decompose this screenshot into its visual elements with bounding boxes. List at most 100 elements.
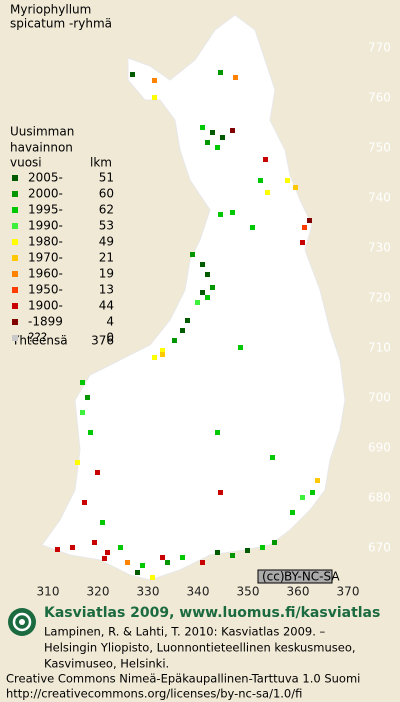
observation-dot <box>88 430 93 435</box>
y-coordinate-label: 770 <box>368 41 391 55</box>
legend-year-header: vuosi <box>10 156 42 170</box>
observation-dot <box>85 395 90 400</box>
legend-count: 0 <box>106 331 114 345</box>
x-coordinate-label: 310 <box>37 585 60 599</box>
citation-line: Kasvimuseo, Helsinki. <box>44 657 169 671</box>
legend-swatch <box>12 287 18 293</box>
citation-line: Lampinen, R. & Lahti, T. 2010: Kasviatla… <box>44 625 326 639</box>
observation-dot <box>238 345 243 350</box>
observation-dot <box>160 555 165 560</box>
legend-label: 1980- <box>28 235 63 249</box>
observation-dot <box>300 495 305 500</box>
observation-dot <box>230 553 235 558</box>
legend-label: 2005- <box>28 171 63 185</box>
observation-dot <box>310 490 315 495</box>
observation-dot <box>160 348 165 353</box>
observation-dot <box>95 470 100 475</box>
observation-dot <box>210 130 215 135</box>
legend-swatch <box>12 207 18 213</box>
observation-dot <box>215 550 220 555</box>
observation-dot <box>130 72 135 77</box>
observation-dot <box>100 520 105 525</box>
legend-label: ??? <box>28 331 47 345</box>
legend-swatch <box>12 255 18 261</box>
legend-count: 53 <box>99 219 114 233</box>
observation-dot <box>190 252 195 257</box>
legend-heading: Uusimman <box>10 125 74 139</box>
species-name: Myriophyllum <box>10 3 91 17</box>
legend-swatch <box>12 191 18 197</box>
observation-dot <box>272 540 277 545</box>
x-coordinate-label: 370 <box>337 585 360 599</box>
observation-dot <box>293 185 298 190</box>
citation-line: Helsingin Yliopisto, Luonnontieteellinen… <box>44 641 356 655</box>
legend-total-label: Yhteensä <box>11 334 68 348</box>
observation-dot <box>218 490 223 495</box>
y-coordinate-label: 750 <box>368 141 391 155</box>
legend-count: 4 <box>106 315 114 329</box>
observation-dot <box>200 125 205 130</box>
legend-count: 60 <box>99 187 114 201</box>
observation-dot <box>218 212 223 217</box>
license-badge: (cc) BY-NC-SA <box>257 569 340 584</box>
x-coordinate-label: 350 <box>237 585 260 599</box>
legend-label: 1960- <box>28 267 63 281</box>
observation-dot <box>205 295 210 300</box>
legend-total: 376 <box>91 334 114 348</box>
legend-swatch <box>12 319 18 325</box>
legend-heading: havainnon <box>10 141 73 155</box>
footer-headline: Kasviatlas 2009, www.luomus.fi/kasviatla… <box>44 605 380 621</box>
observation-dot <box>55 547 60 552</box>
legend-swatch <box>12 271 18 277</box>
y-coordinate-label: 690 <box>368 441 391 455</box>
observation-dot <box>215 430 220 435</box>
legend-count: 62 <box>99 203 114 217</box>
observation-dot <box>258 178 263 183</box>
y-coordinate-label: 720 <box>368 291 391 305</box>
legend-count: 44 <box>99 299 114 313</box>
observation-dot <box>150 575 155 580</box>
legend-swatch <box>12 335 18 341</box>
legend-count: 51 <box>99 171 114 185</box>
legend-count: 13 <box>99 283 114 297</box>
x-coordinate-label: 360 <box>287 585 310 599</box>
observation-dot <box>152 95 157 100</box>
legend-label: 1970- <box>28 251 63 265</box>
finland-outline <box>41 14 346 581</box>
observation-dot <box>105 550 110 555</box>
legend-label: 1990- <box>28 219 63 233</box>
license-line: http://creativecommons.org/licenses/by-n… <box>6 687 302 701</box>
y-coordinate-label: 740 <box>368 191 391 205</box>
observation-dot <box>200 262 205 267</box>
observation-dot <box>195 300 200 305</box>
observation-dot <box>125 560 130 565</box>
legend-swatch <box>12 175 18 181</box>
observation-dot <box>233 75 238 80</box>
legend-label: 1995- <box>28 203 63 217</box>
legend-count-header: lkm <box>90 156 112 170</box>
logo <box>8 608 36 636</box>
species-name: spicatum -ryhmä <box>10 17 112 31</box>
observation-dot <box>92 540 97 545</box>
legend-count: 19 <box>99 267 114 281</box>
legend-label: -1899 <box>28 315 63 329</box>
y-coordinate-label: 670 <box>368 541 391 555</box>
license-line: Creative Commons Nimeä-Epäkaupallinen-Ta… <box>6 672 360 686</box>
observation-dot <box>160 352 165 357</box>
observation-dot <box>165 560 170 565</box>
observation-dot <box>80 380 85 385</box>
license-badge-text: BY-NC-SA <box>284 570 340 584</box>
observation-dot <box>230 210 235 215</box>
x-coordinate-label: 340 <box>187 585 210 599</box>
y-coordinate-label: 730 <box>368 241 391 255</box>
observation-dot <box>140 563 145 568</box>
legend-label: 1900- <box>28 299 63 313</box>
y-coordinate-label: 710 <box>368 341 391 355</box>
observation-dot <box>260 545 265 550</box>
observation-dot <box>172 338 177 343</box>
observation-dot <box>307 218 312 223</box>
observation-dot <box>200 290 205 295</box>
observation-dot <box>218 70 223 75</box>
observation-dot <box>220 135 225 140</box>
